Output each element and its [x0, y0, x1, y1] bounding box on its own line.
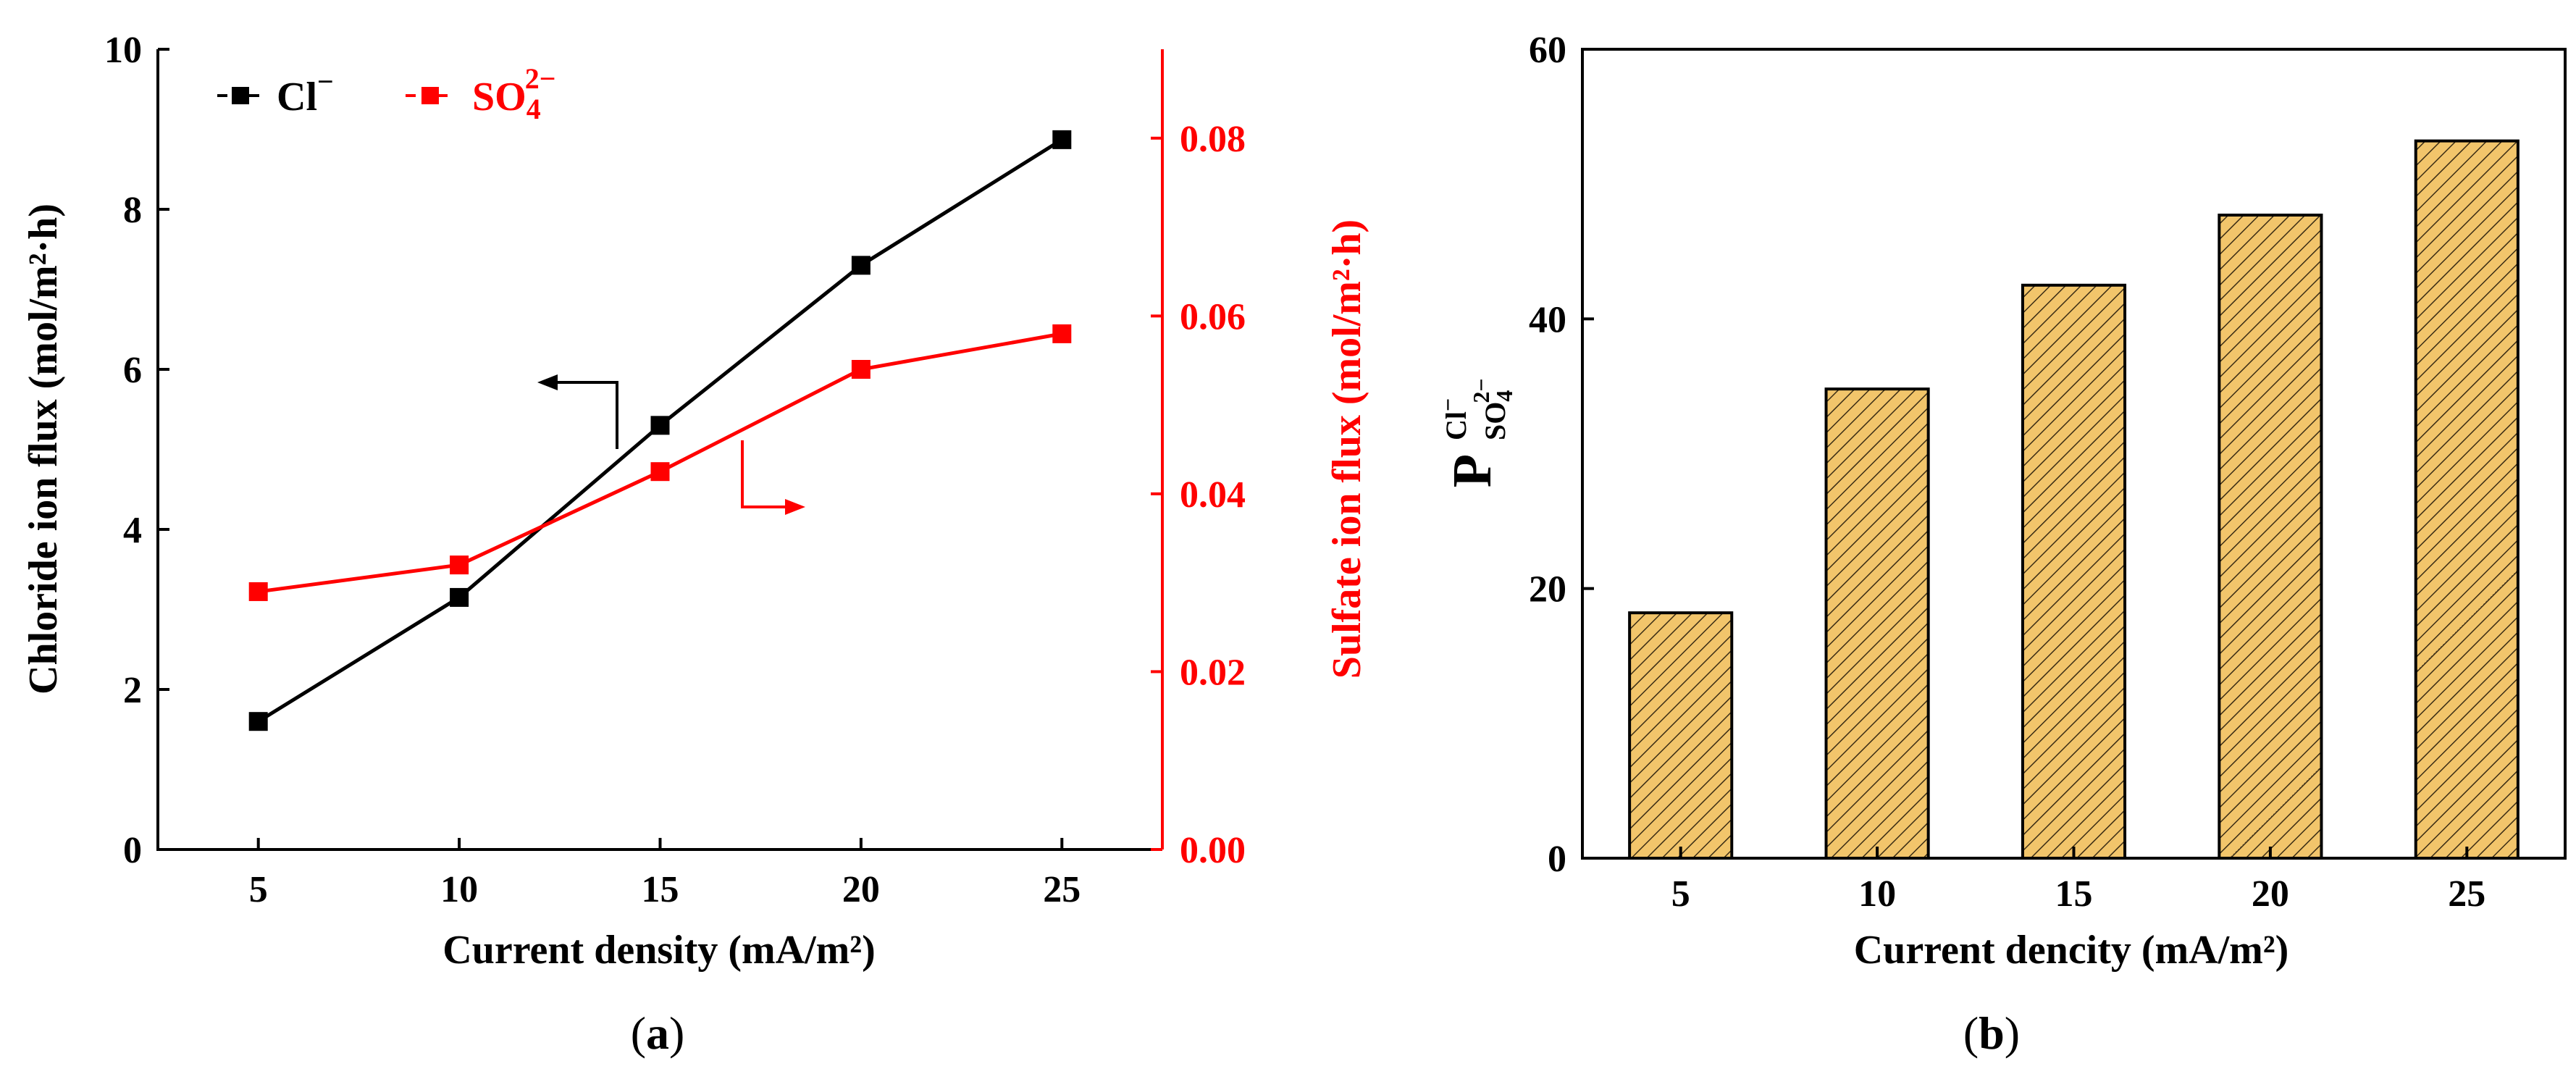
y-tick-label: 20 — [1529, 569, 1566, 611]
x-tick-label: 20 — [842, 869, 880, 910]
legend-entry-cl: Cl− — [217, 65, 334, 119]
data-point-cl — [1052, 130, 1072, 149]
panel-a-x-axis-title: Current density (mA/m²) — [442, 928, 875, 973]
legend-entry-so4: SO42− — [406, 62, 556, 125]
right-tick-label: 0.06 — [1180, 296, 1246, 337]
left-tick-label: 6 — [123, 350, 142, 391]
panel-a-left-axis-title: Chloride ion flux (mol/m²·h) — [21, 204, 66, 695]
bar-20 — [2218, 213, 2323, 860]
left-tick-label: 4 — [123, 510, 142, 551]
right-tick-label: 0.08 — [1180, 119, 1246, 160]
panel-b-bar-chart: 0 20 40 60 5 10 15 20 25 Current dencity (mA/m²… — [1435, 30, 2567, 1059]
data-point-so — [650, 462, 670, 482]
panel-a-right-ticks: 0.00 0.02 0.04 0.06 0.08 — [1151, 119, 1246, 871]
left-tick-label: 8 — [123, 190, 142, 231]
data-point-so — [450, 555, 469, 575]
x-tick-label: 25 — [1043, 869, 1081, 910]
svg-text:P: P — [1442, 454, 1503, 487]
data-point-so — [1052, 324, 1072, 343]
x-tick-label: 10 — [1858, 873, 1896, 915]
right-tick-label: 0.00 — [1180, 830, 1246, 871]
x-tick-label: 5 — [1671, 873, 1690, 915]
x-tick-label: 20 — [2252, 873, 2289, 915]
bar-5 — [1628, 611, 1734, 860]
data-point-so — [248, 582, 268, 601]
y-tick-label: 40 — [1529, 299, 1566, 340]
panel-b-bars — [1628, 139, 2520, 860]
panel-a-line-chart: 0 2 4 6 8 10 0.00 0.02 0.04 0.06 0.08 5 10 15 20 25 C… — [21, 30, 1369, 1059]
panel-a-x-ticks: 5 10 15 20 25 — [249, 838, 1081, 910]
panel-a-arrow-left — [537, 374, 618, 449]
x-tick-label: 5 — [249, 869, 268, 910]
bar-15 — [2021, 283, 2127, 860]
panel-a-left-ticks: 0 2 4 6 8 10 — [104, 30, 169, 871]
bar-10 — [1824, 387, 1930, 860]
data-point-so — [851, 360, 870, 379]
panel-a-caption: (a) — [631, 1007, 685, 1059]
data-point-cl — [248, 712, 268, 731]
panel-b-x-ticks: 5 10 15 20 25 — [1671, 847, 2485, 915]
x-tick-label: 25 — [2448, 873, 2485, 915]
panel-b-y-ticks: 0 20 40 60 — [1529, 30, 1594, 880]
legend-so4-marker — [421, 87, 439, 104]
x-tick-label: 15 — [642, 869, 679, 910]
svg-text:Cl−: Cl− — [1435, 398, 1472, 440]
left-tick-label: 0 — [123, 830, 142, 871]
left-tick-label: 2 — [123, 670, 142, 711]
x-tick-label: 15 — [2055, 873, 2093, 915]
panel-a-right-axis-title: Sulfate ion flux (mol/m²·h) — [1325, 219, 1369, 679]
svg-text:SO42−: SO42− — [1468, 378, 1517, 440]
right-tick-label: 0.04 — [1180, 474, 1246, 516]
panel-b-x-axis-title: Current dencity (mA/m²) — [1854, 928, 2289, 973]
data-point-cl — [851, 256, 870, 275]
legend-cl-label: Cl− — [277, 65, 334, 119]
x-tick-label: 10 — [440, 869, 478, 910]
data-point-cl — [450, 587, 469, 607]
panel-a-legend: Cl− SO42− — [217, 62, 556, 125]
panel-b-caption: (b) — [1963, 1007, 2020, 1059]
panel-b-y-axis-title: P Cl− SO42− — [1435, 378, 1517, 487]
legend-cl-marker — [232, 87, 249, 104]
y-tick-label: 60 — [1529, 30, 1566, 71]
bar-25 — [2414, 139, 2520, 860]
left-tick-label: 10 — [104, 30, 142, 71]
y-tick-label: 0 — [1548, 839, 1566, 880]
panel-a-arrow-right — [741, 440, 805, 515]
legend-so4-label: SO42− — [472, 62, 556, 125]
data-point-cl — [650, 416, 670, 435]
panel-a-series — [248, 130, 1072, 731]
right-tick-label: 0.02 — [1180, 652, 1246, 693]
